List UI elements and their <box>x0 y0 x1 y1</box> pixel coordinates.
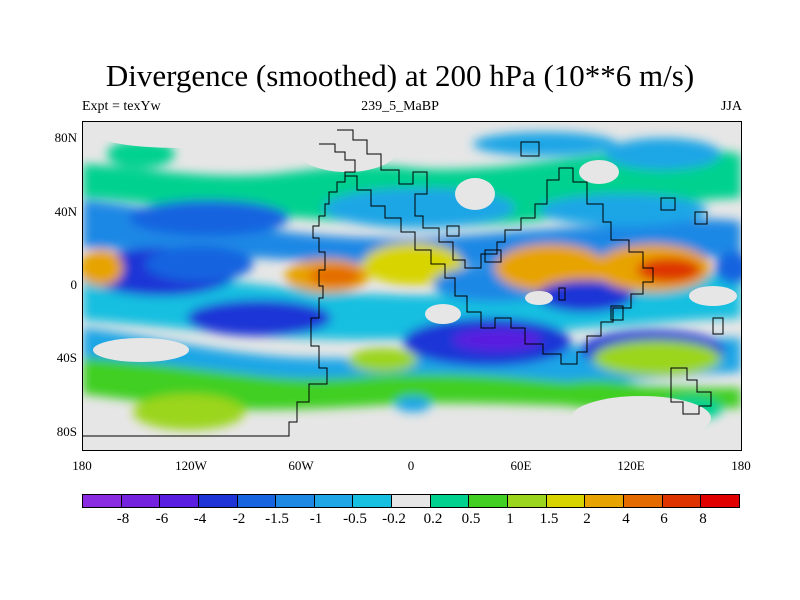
coastlines <box>83 129 724 437</box>
colorbar-label: -0.5 <box>343 511 367 527</box>
run-label: 239_5_MaBP <box>361 99 439 114</box>
colorbar-swatch <box>237 495 277 507</box>
colorbar-label: -2 <box>232 511 246 527</box>
season-label: JJA <box>720 99 742 114</box>
colorbar-swatch <box>121 495 161 507</box>
colorbar-label: -8 <box>116 511 130 527</box>
colorbar-swatch <box>314 495 354 507</box>
colorbar-swatch <box>430 495 470 507</box>
colorbar-swatch <box>353 495 393 507</box>
colorbar-label: 2 <box>583 511 591 527</box>
colorbar-label: 8 <box>699 511 707 527</box>
colorbar-label: 0.5 <box>461 511 481 527</box>
colorbar-swatch <box>546 495 586 507</box>
colorbar-label: 1 <box>506 511 514 527</box>
colorbar-label: 6 <box>660 511 668 527</box>
divergence-field <box>83 122 741 450</box>
colorbar-label: -4 <box>193 511 207 527</box>
lon-tick-label: 120E <box>617 458 645 473</box>
lat-tick-label: 80N <box>54 130 77 145</box>
colorbar-label: -0.2 <box>382 511 406 527</box>
colorbar-label: 1.5 <box>539 511 559 527</box>
colorbar-label: -1.5 <box>265 511 289 527</box>
colorbar-swatch <box>623 495 663 507</box>
colorbar-swatch <box>508 495 547 507</box>
lat-tick-label: 0 <box>70 277 78 292</box>
colorbar-swatch <box>392 495 431 507</box>
colorbar-label: -6 <box>155 511 169 527</box>
lon-tick-label: 180 <box>731 458 751 473</box>
colorbar <box>82 494 740 508</box>
map-title: Divergence (smoothed) at 200 hPa (10**6 … <box>105 58 695 93</box>
lon-tick-label: 0 <box>407 458 415 473</box>
colorbar-swatch <box>701 495 739 507</box>
lon-tick-label: 120W <box>175 458 207 473</box>
lon-tick-label: 60E <box>510 458 532 473</box>
colorbar-swatch <box>276 495 315 507</box>
colorbar-swatch <box>160 495 199 507</box>
near-zero-patches <box>93 128 737 440</box>
colorbar-swatch <box>198 495 238 507</box>
colorbar-swatch <box>662 495 702 507</box>
lat-tick-label: 40N <box>54 204 77 219</box>
experiment-label: Expt = texYw <box>82 99 161 114</box>
colorbar-label: -1 <box>309 511 323 527</box>
divergence-map <box>82 121 742 451</box>
colorbar-label: 0.2 <box>423 511 443 527</box>
colorbar-swatch <box>585 495 624 507</box>
lat-tick-label: 80S <box>56 424 77 439</box>
colorbar-label: 4 <box>622 511 630 527</box>
lat-tick-label: 40S <box>56 350 77 365</box>
colorbar-swatch <box>469 495 509 507</box>
lon-tick-label: 60W <box>288 458 314 473</box>
colorbar-swatch <box>83 495 122 507</box>
lon-tick-label: 180 <box>72 458 92 473</box>
